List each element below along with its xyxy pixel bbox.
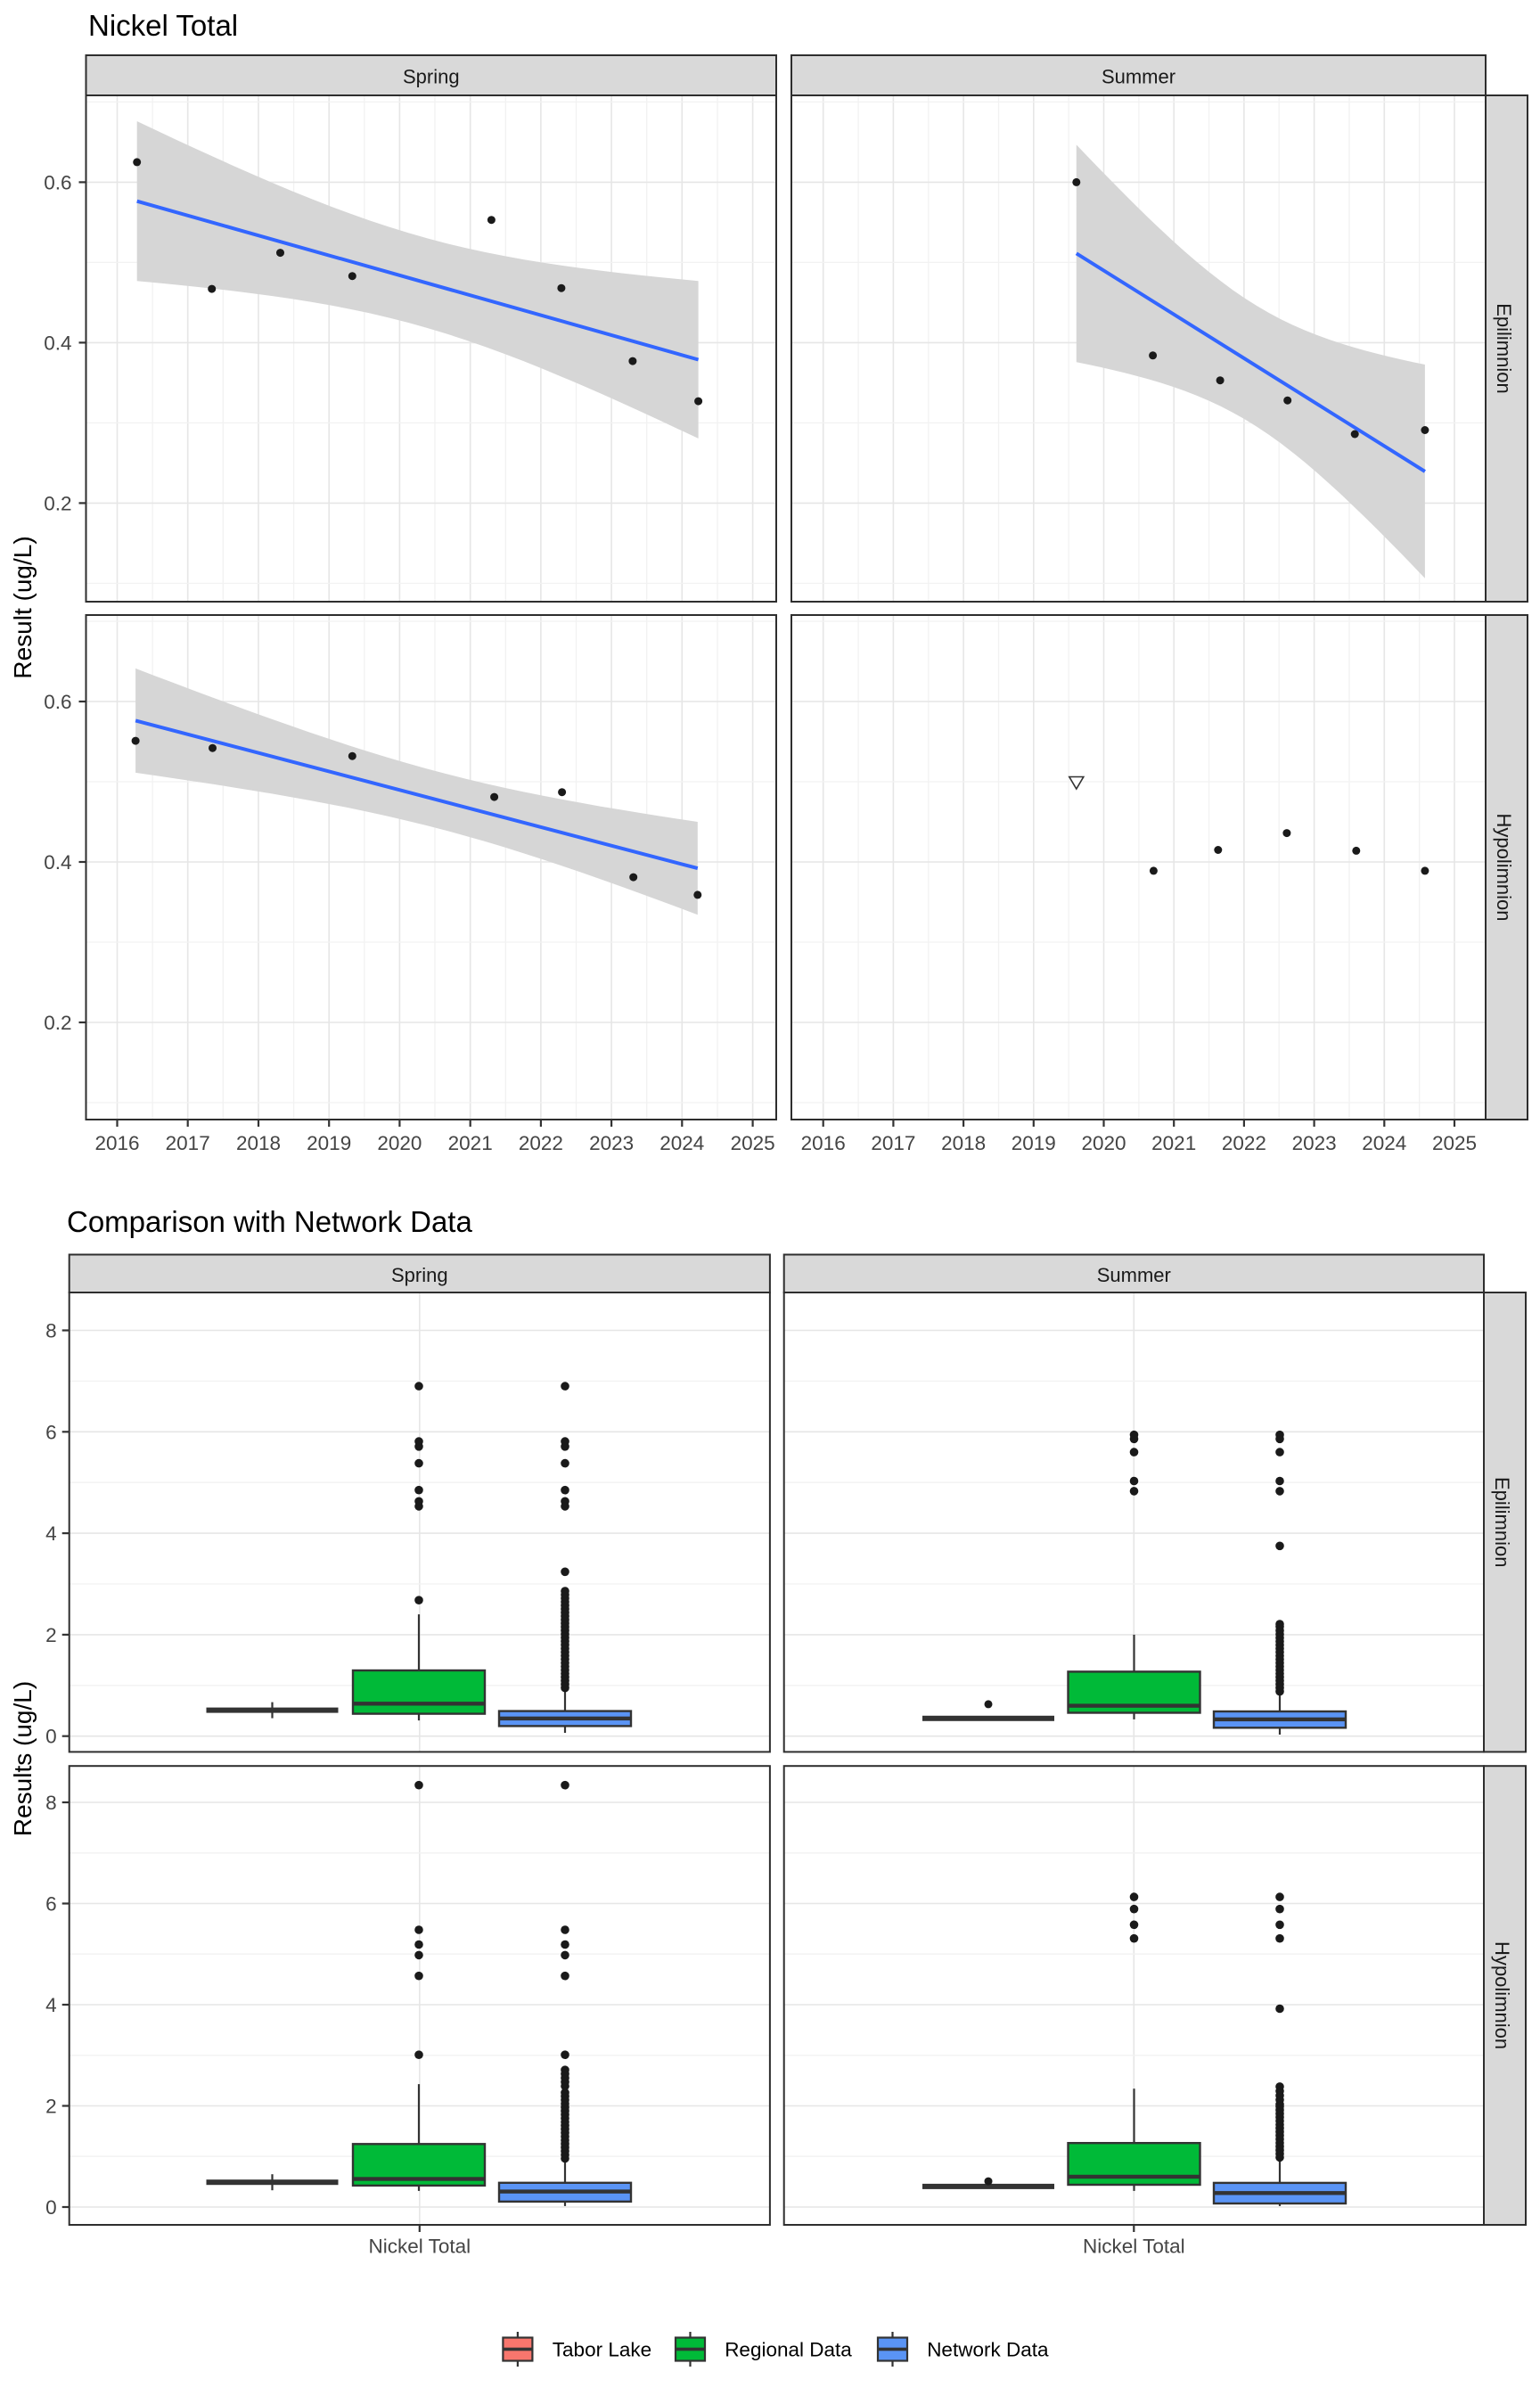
svg-text:Spring: Spring	[403, 66, 460, 88]
svg-text:2022: 2022	[1222, 1132, 1266, 1154]
svg-text:Network Data: Network Data	[927, 2339, 1049, 2361]
svg-text:2023: 2023	[589, 1132, 634, 1154]
svg-text:Comparison with Network Data: Comparison with Network Data	[67, 1205, 472, 1238]
svg-text:2: 2	[45, 2096, 57, 2118]
svg-text:2022: 2022	[519, 1132, 563, 1154]
svg-text:Result (ug/L): Result (ug/L)	[9, 536, 37, 678]
svg-text:2024: 2024	[1362, 1132, 1406, 1154]
svg-text:Epilimnion: Epilimnion	[1493, 303, 1515, 394]
svg-text:2019: 2019	[307, 1132, 351, 1154]
svg-text:Nickel Total: Nickel Total	[368, 2236, 471, 2258]
svg-text:Summer: Summer	[1097, 1264, 1171, 1286]
svg-text:0: 0	[45, 1726, 57, 1748]
svg-text:0: 0	[45, 2196, 57, 2219]
svg-text:6: 6	[45, 1893, 57, 1916]
svg-text:0.4: 0.4	[44, 332, 71, 354]
svg-text:2025: 2025	[731, 1132, 775, 1154]
svg-text:Hypolimnion: Hypolimnion	[1491, 1941, 1513, 2049]
svg-text:4: 4	[45, 1522, 57, 1545]
svg-text:0.2: 0.2	[44, 492, 71, 514]
svg-text:Regional Data: Regional Data	[725, 2339, 852, 2361]
svg-text:2017: 2017	[166, 1132, 210, 1154]
svg-text:2020: 2020	[1081, 1132, 1126, 1154]
svg-text:Nickel Total: Nickel Total	[1083, 2236, 1185, 2258]
svg-text:Tabor Lake: Tabor Lake	[553, 2339, 651, 2361]
svg-text:2: 2	[45, 1624, 57, 1646]
svg-text:2019: 2019	[1012, 1132, 1056, 1154]
svg-text:0.2: 0.2	[44, 1012, 71, 1034]
svg-text:2025: 2025	[1432, 1132, 1477, 1154]
svg-text:2023: 2023	[1292, 1132, 1337, 1154]
svg-text:Spring: Spring	[391, 1264, 448, 1286]
svg-text:0.4: 0.4	[44, 851, 71, 874]
svg-text:Nickel Total: Nickel Total	[88, 9, 238, 42]
svg-text:2017: 2017	[871, 1132, 915, 1154]
svg-text:8: 8	[45, 1320, 57, 1342]
svg-text:2020: 2020	[377, 1132, 422, 1154]
svg-text:2016: 2016	[94, 1132, 139, 1154]
svg-text:0.6: 0.6	[44, 171, 71, 193]
svg-text:0.6: 0.6	[44, 691, 71, 713]
svg-text:2018: 2018	[236, 1132, 281, 1154]
svg-text:6: 6	[45, 1421, 57, 1443]
svg-text:2016: 2016	[801, 1132, 846, 1154]
svg-text:8: 8	[45, 1792, 57, 1814]
svg-text:4: 4	[45, 1994, 57, 2016]
svg-text:Epilimnion: Epilimnion	[1491, 1477, 1513, 1568]
svg-text:Summer: Summer	[1102, 66, 1175, 88]
svg-text:2024: 2024	[659, 1132, 704, 1154]
svg-text:2018: 2018	[941, 1132, 986, 1154]
svg-text:2021: 2021	[1151, 1132, 1196, 1154]
svg-text:Results (ug/L): Results (ug/L)	[9, 1681, 37, 1836]
svg-text:2021: 2021	[448, 1132, 493, 1154]
svg-text:Hypolimnion: Hypolimnion	[1493, 813, 1515, 921]
